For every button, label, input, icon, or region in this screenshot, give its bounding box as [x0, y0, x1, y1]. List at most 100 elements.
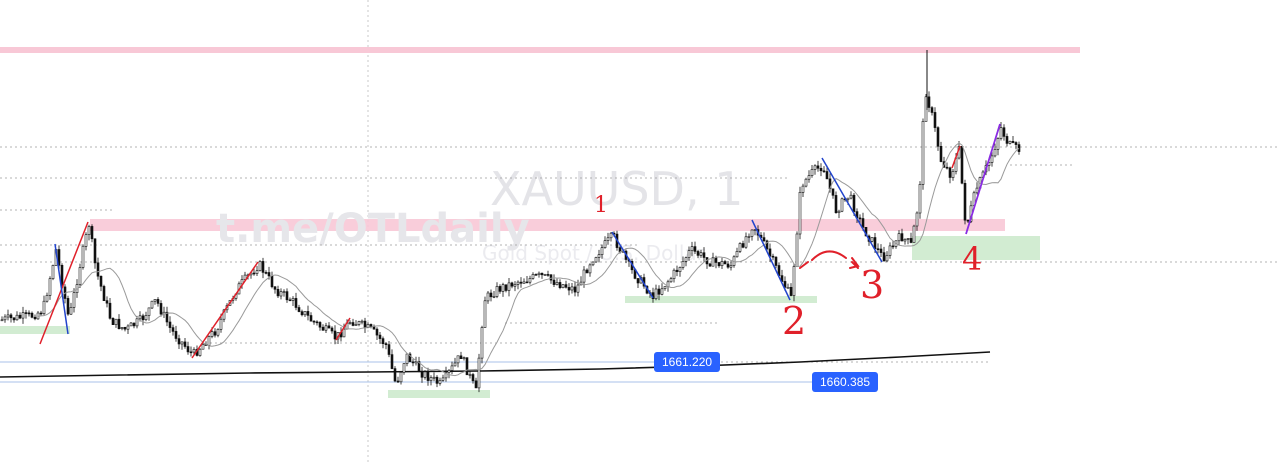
candle-body — [711, 257, 715, 267]
candle-body — [882, 252, 886, 262]
candle-body — [909, 238, 913, 243]
candle-body — [1017, 144, 1021, 152]
candle-body — [663, 286, 667, 290]
candle-body — [150, 300, 154, 309]
candle-body — [270, 275, 274, 288]
candle-body — [558, 282, 562, 288]
candle-body — [321, 326, 325, 331]
candle-body — [879, 248, 883, 253]
candle-body — [147, 307, 151, 316]
candle-body — [342, 328, 346, 338]
price-label-1660[interactable]: 1660.385 — [812, 372, 879, 392]
candle-body — [597, 254, 601, 258]
candle-body — [606, 237, 610, 242]
candle-body — [1011, 141, 1015, 143]
candle-body — [426, 371, 430, 381]
support-zone-3 — [625, 296, 817, 303]
candle-body — [144, 315, 148, 320]
candle-body — [285, 291, 289, 301]
candle-body — [297, 307, 301, 312]
candle-body — [522, 281, 526, 284]
candle-body — [138, 315, 142, 320]
candle-body — [726, 263, 730, 268]
candle-body — [951, 171, 955, 178]
candle-body — [111, 317, 115, 325]
candle-body — [294, 298, 298, 308]
resistance-zone-middle — [90, 219, 1005, 231]
candle-body — [906, 238, 910, 240]
candle-body — [360, 320, 364, 323]
candle-body — [861, 218, 865, 228]
candle-body — [174, 331, 178, 339]
candle-body — [735, 251, 739, 258]
candle-body — [549, 274, 553, 281]
impulse-up-4 — [951, 145, 961, 169]
candle-body — [279, 291, 283, 297]
candle-body — [804, 178, 808, 187]
candle-body — [876, 248, 880, 250]
candle-body — [696, 251, 700, 256]
impulse-down-1 — [54, 243, 69, 335]
candle-body — [39, 312, 43, 315]
candle-body — [519, 281, 523, 284]
candle-body — [510, 282, 514, 287]
candle-body — [918, 184, 922, 214]
candle-body — [93, 238, 97, 264]
candle-body — [531, 274, 535, 279]
candle-body — [492, 295, 496, 298]
candle-body — [90, 226, 94, 240]
candle-body — [945, 166, 949, 169]
candle-body — [15, 314, 19, 321]
candle-body — [24, 312, 28, 314]
candle-body — [240, 279, 244, 285]
candle-body — [1005, 136, 1009, 144]
annotation-3: 3 — [860, 263, 884, 307]
candle-body — [366, 324, 370, 328]
candle-body — [429, 377, 433, 381]
impulse-down-4 — [821, 157, 883, 263]
candle-body — [603, 240, 607, 248]
candle-body — [681, 260, 685, 268]
candle-body — [912, 225, 916, 243]
candle-body — [495, 286, 499, 297]
candle-body — [966, 219, 970, 222]
candle-body — [462, 357, 466, 360]
candle-body — [1008, 141, 1012, 144]
candle-body — [504, 284, 508, 291]
candle-body — [687, 250, 691, 258]
candle-body — [1014, 142, 1018, 145]
candle-body — [561, 284, 565, 289]
candle-body — [963, 183, 967, 221]
candle-body — [243, 274, 247, 280]
candle-body — [87, 226, 91, 235]
candle-body — [999, 127, 1003, 139]
candle-body — [183, 341, 187, 347]
candle-body — [675, 269, 679, 273]
candle-body — [771, 255, 775, 258]
candle-body — [330, 327, 334, 332]
candle-body — [753, 229, 757, 231]
candle-body — [486, 292, 490, 302]
price-label-1661[interactable]: 1661.220 — [654, 352, 721, 372]
candle-body — [930, 107, 934, 113]
candle-body — [135, 318, 139, 327]
candle-body — [738, 243, 742, 252]
candle-body — [480, 327, 484, 359]
candle-body — [471, 374, 475, 382]
candle-body — [849, 194, 853, 199]
impulse-down-3 — [751, 219, 791, 301]
candle-body — [474, 380, 478, 389]
candle-body — [27, 312, 31, 315]
candle-body — [186, 346, 190, 353]
candle-body — [516, 281, 520, 285]
candle-body — [588, 264, 592, 274]
candle-body — [57, 249, 61, 266]
candle-body — [489, 292, 493, 298]
candle-body — [207, 336, 211, 346]
candle-body — [540, 272, 544, 276]
candle-body — [834, 195, 838, 213]
candle-body — [201, 344, 205, 350]
candle-body — [858, 217, 862, 220]
